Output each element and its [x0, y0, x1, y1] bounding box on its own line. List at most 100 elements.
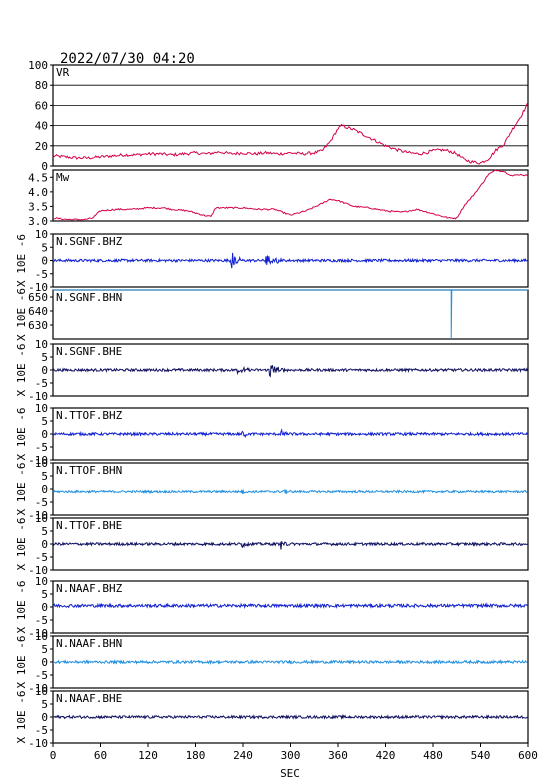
panel-label: N.NAAF.BHZ: [56, 582, 123, 595]
panel-label: VR: [56, 66, 70, 79]
y-tick-label: 20: [35, 140, 48, 153]
y-axis-unit-label: X 10E -6: [15, 408, 28, 461]
x-tick-label: 0: [50, 749, 57, 762]
panel-label: N.NAAF.BHN: [56, 637, 122, 650]
y-axis-unit-label: X 10E -6: [15, 691, 28, 744]
panel-mw: 3.0 3.54.0 4.5 Mw: [28, 169, 529, 228]
y-tick-label: 10: [35, 685, 48, 698]
y-tick-label: -10: [28, 390, 48, 403]
panel-frame: [52, 289, 529, 340]
y-tick-label: 60: [35, 99, 48, 112]
y-tick-label: 10: [35, 512, 48, 525]
y-tick-label: 10: [35, 228, 48, 241]
x-tick-label: 420: [376, 749, 396, 762]
y-tick-label: 100: [28, 59, 48, 72]
y-tick-label: 650: [28, 291, 48, 304]
y-axis-unit-label: X 10E -6: [15, 463, 28, 516]
y-tick-label: 40: [35, 120, 48, 133]
y-tick-label: -5: [35, 724, 48, 737]
y-tick-label: 10: [35, 457, 48, 470]
x-tick-label: 240: [233, 749, 253, 762]
y-tick-label: 5: [41, 415, 48, 428]
series-line: [53, 289, 528, 340]
y-tick-label: 10: [35, 338, 48, 351]
y-tick-label: 3.0: [28, 215, 48, 228]
y-axis-unit-label: X 10E -6: [15, 581, 28, 634]
y-axis-unit-label: X 10E -6: [15, 234, 28, 287]
panel-frame: [52, 169, 529, 222]
x-axis-label: SEC: [280, 767, 300, 780]
panel-label: N.SGNF.BHZ: [56, 235, 123, 248]
panel-label: N.NAAF.BHE: [56, 692, 122, 705]
x-tick-label: 360: [328, 749, 348, 762]
y-tick-label: -10: [28, 682, 48, 695]
y-tick-label: 0: [41, 538, 48, 551]
y-tick-label: 0: [41, 711, 48, 724]
y-tick-label: 5: [41, 698, 48, 711]
y-tick-label: 0: [41, 601, 48, 614]
y-tick-label: 0: [41, 160, 48, 173]
x-axis: 0 60 120 180 240 300 360 420 480 540 600: [50, 743, 538, 762]
y-tick-label: 10: [35, 630, 48, 643]
x-tick-label: 60: [94, 749, 107, 762]
y-tick-label: 5: [41, 241, 48, 254]
y-tick-label: -10: [28, 281, 48, 294]
series-line: [52, 602, 528, 610]
panel-vr: 0 20 40 60 80 100 VR: [28, 59, 529, 173]
y-tick-label: 630: [28, 319, 48, 332]
y-tick-label: 5: [41, 351, 48, 364]
panel-frame: [52, 64, 529, 167]
y-tick-label: -5: [35, 441, 48, 454]
y-tick-label: 5: [41, 525, 48, 538]
y-tick-label: 0: [41, 364, 48, 377]
y-tick-label: -5: [35, 268, 48, 281]
y-tick-label: -10: [28, 737, 48, 750]
series-line: [52, 658, 528, 666]
panel-label: Mw: [56, 171, 70, 184]
y-tick-label: -10: [28, 564, 48, 577]
y-tick-label: 3.5: [28, 200, 48, 213]
y-tick-label: -5: [35, 377, 48, 390]
x-tick-label: 300: [281, 749, 301, 762]
panel-label: N.TTOF.BHE: [56, 519, 122, 532]
y-tick-label: 5: [41, 588, 48, 601]
y-tick-label: 4.0: [28, 186, 48, 199]
y-axis-unit-label: X 10E -6: [15, 518, 28, 571]
series-line: [52, 102, 529, 165]
panel-label: N.SGNF.BHE: [56, 345, 122, 358]
series-line: [52, 714, 528, 720]
y-axis-unit-label: X 10E -6: [15, 636, 28, 689]
y-tick-label: 80: [35, 79, 48, 92]
y-tick-label: 0: [41, 428, 48, 441]
y-tick-label: 10: [35, 575, 48, 588]
series-line: [52, 252, 528, 269]
y-tick-label: 4.5: [28, 171, 48, 184]
y-tick-label: -10: [28, 454, 48, 467]
panel-label: N.TTOF.BHZ: [56, 409, 123, 422]
series-line: [52, 365, 528, 378]
x-tick-label: 180: [186, 749, 206, 762]
y-tick-label: -5: [35, 496, 48, 509]
panel-frame: [52, 462, 529, 516]
y-tick-label: 5: [41, 470, 48, 483]
y-tick-label: 0: [41, 656, 48, 669]
x-tick-label: 600: [518, 749, 538, 762]
y-tick-label: -10: [28, 627, 48, 640]
panel-label: N.TTOF.BHN: [56, 464, 122, 477]
series-line: [52, 428, 528, 438]
y-tick-label: 10: [35, 402, 48, 415]
y-tick-label: 640: [28, 305, 48, 318]
y-axis-unit-label: X 10E -6: [15, 288, 28, 341]
series-line: [52, 169, 529, 221]
y-tick-label: -5: [35, 614, 48, 627]
